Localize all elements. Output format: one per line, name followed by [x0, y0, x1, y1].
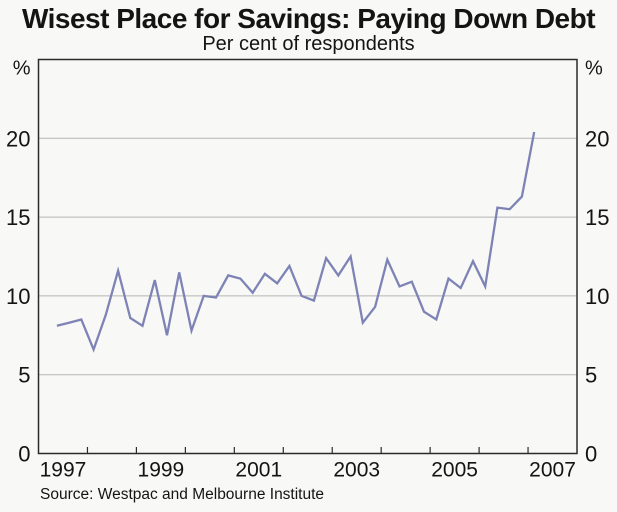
y-axis-label-right: 10 — [585, 284, 609, 309]
x-axis-label: 1999 — [138, 459, 185, 482]
chart-title: Wisest Place for Savings: Paying Down De… — [21, 3, 596, 34]
y-axis-label-right: 15 — [585, 205, 609, 230]
x-axis-label: 2003 — [333, 459, 380, 482]
y-axis-label-left: 15 — [6, 205, 30, 230]
x-axis-label: 2001 — [235, 459, 282, 482]
y-axis-label-right: 5 — [585, 363, 597, 388]
y-axis-label-right: 0 — [585, 442, 597, 467]
y-axis-label-left: 20 — [6, 126, 30, 151]
y-axis-label-left: 5 — [18, 363, 30, 388]
x-axis-label: 1997 — [40, 459, 87, 482]
y-axis-label-right: 20 — [585, 126, 609, 151]
data-line — [56, 131, 536, 353]
chart-subtitle: Per cent of respondents — [202, 33, 415, 55]
plot-frame — [37, 58, 578, 455]
y-axis-label-left: 0 — [18, 442, 30, 467]
x-axis-label: 2005 — [431, 459, 478, 482]
source-note: Source: Westpac and Melbourne Institute — [40, 486, 325, 503]
y-axis-unit-left: % — [13, 58, 31, 80]
y-axis-unit-right: % — [585, 58, 603, 80]
y-axis-label-left: 10 — [6, 284, 30, 309]
x-axis-label: 2007 — [529, 459, 576, 482]
